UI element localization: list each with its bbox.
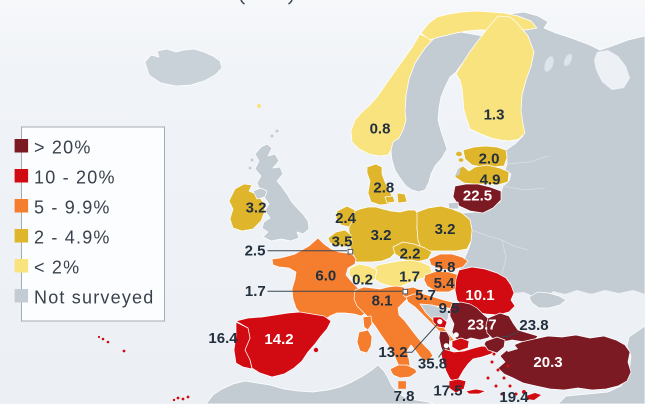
svg-text:2 - 4.9%: 2 - 4.9% [34,228,111,248]
svg-text:6.0: 6.0 [315,268,336,285]
svg-text:< 2%: < 2% [34,258,80,278]
svg-text:9.5: 9.5 [439,300,460,317]
svg-text:5.7: 5.7 [415,287,436,304]
svg-text:10 - 20%: 10 - 20% [34,168,116,188]
svg-text:2.4: 2.4 [335,210,357,227]
svg-text:22.5: 22.5 [463,187,492,204]
svg-text:8.1: 8.1 [372,293,393,310]
svg-text:0.2: 0.2 [352,272,373,289]
svg-text:2.2: 2.2 [400,246,421,263]
svg-text:23.7: 23.7 [467,316,496,333]
svg-text:0.8: 0.8 [370,121,391,138]
svg-text:3.2: 3.2 [371,227,392,244]
svg-text:14.2: 14.2 [264,331,293,348]
svg-text:35.8: 35.8 [418,356,447,373]
svg-text:1.7: 1.7 [245,283,266,300]
svg-text:4.9: 4.9 [480,172,501,189]
svg-text:2.0: 2.0 [479,151,500,168]
svg-text:23.8: 23.8 [519,317,548,334]
svg-text:3.5: 3.5 [332,234,353,251]
svg-text:7.8: 7.8 [394,388,415,404]
svg-text:3.2: 3.2 [246,200,267,217]
svg-text:5.8: 5.8 [435,259,456,276]
svg-text:5 - 9.9%: 5 - 9.9% [34,198,111,218]
svg-text:10.1: 10.1 [465,287,494,304]
svg-text:2.5: 2.5 [245,243,266,260]
svg-text:17.5: 17.5 [433,383,462,400]
svg-text:2.8: 2.8 [373,179,394,196]
svg-text:1.7: 1.7 [399,269,420,286]
svg-text:5.4: 5.4 [434,275,456,292]
svg-text:20.3: 20.3 [533,354,562,371]
svg-text:Not surveyed: Not surveyed [34,288,154,308]
svg-text:> 20%: > 20% [34,138,92,158]
svg-text:19.4: 19.4 [499,389,529,404]
svg-text:1.3: 1.3 [484,107,505,124]
svg-text:16.4: 16.4 [208,330,238,347]
svg-text:13.2: 13.2 [378,344,407,361]
svg-text:3.2: 3.2 [435,221,456,238]
